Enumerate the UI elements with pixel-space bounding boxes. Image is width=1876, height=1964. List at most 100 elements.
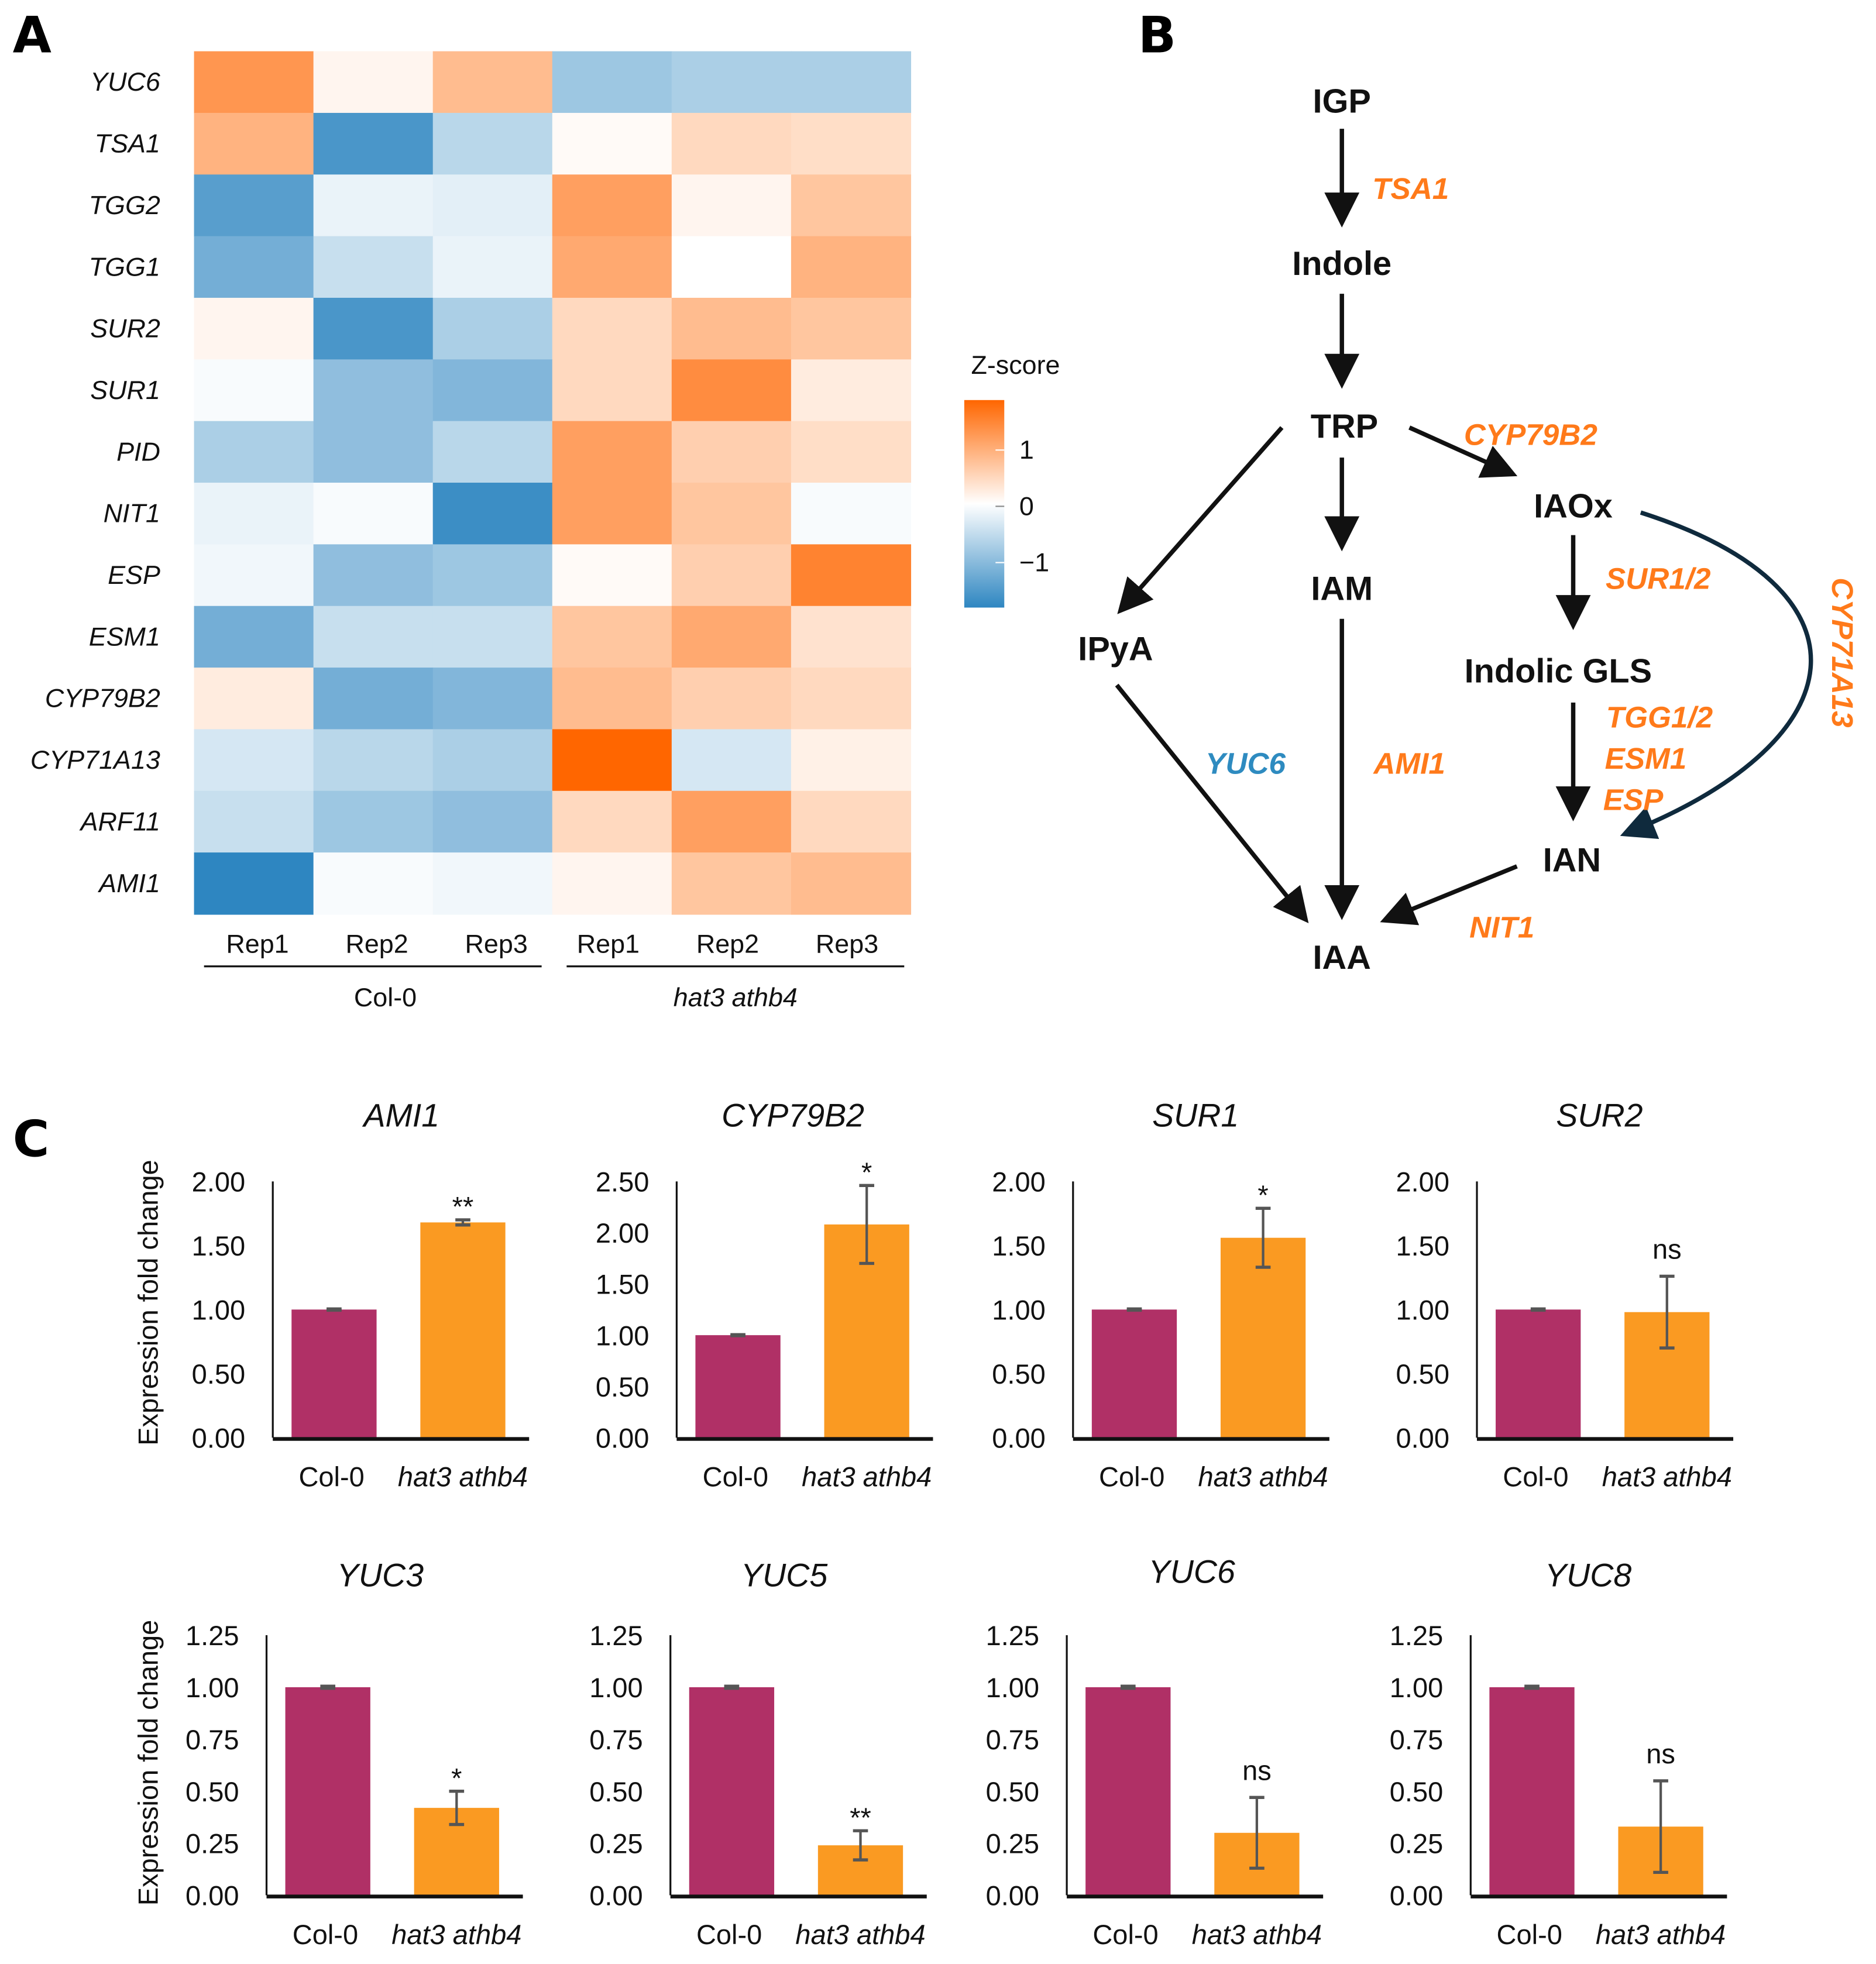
heatmap-cell — [552, 236, 672, 299]
row-label: TGG1 — [89, 252, 160, 281]
x-tick-label: hat3 athb4 — [1198, 1461, 1328, 1492]
chart-title: YUC5 — [741, 1557, 828, 1594]
y-tick-label: 0.00 — [589, 1880, 642, 1911]
row-label: TGG2 — [89, 190, 160, 220]
heatmap-cell — [432, 668, 553, 730]
significance-label: ns — [1242, 1755, 1272, 1786]
chart-title: YUC6 — [1149, 1553, 1235, 1590]
heatmap-cell — [791, 729, 912, 792]
heatmap-cell — [194, 852, 314, 915]
arrow — [1115, 683, 1309, 923]
curved-arrow — [1620, 510, 1813, 840]
y-tick-label: 0.00 — [986, 1880, 1039, 1911]
heatmap-cell — [313, 544, 434, 607]
bar-col0 — [285, 1687, 370, 1896]
y-tick-label: 0.50 — [986, 1776, 1039, 1807]
heatmap-cell — [552, 297, 672, 360]
row-label: ESM1 — [89, 621, 160, 651]
heatmap-cell — [432, 790, 553, 854]
y-tick-label: 1.00 — [589, 1672, 642, 1703]
y-tick-label: 0.00 — [596, 1422, 649, 1453]
y-tick-label: 0.50 — [1396, 1358, 1449, 1389]
y-tick-label: 1.25 — [185, 1620, 239, 1651]
heatmap-cell — [194, 359, 314, 422]
y-tick-label: 1.00 — [986, 1672, 1039, 1703]
heatmap-cell — [194, 51, 314, 114]
y-tick-label: 1.25 — [986, 1620, 1039, 1651]
group-label: hat3 athb4 — [674, 982, 798, 1012]
x-tick-label: hat3 athb4 — [391, 1919, 521, 1950]
y-tick-label: 2.00 — [1396, 1166, 1449, 1197]
heatmap-cell — [432, 421, 553, 484]
y-tick-label: 0.00 — [185, 1880, 239, 1911]
y-tick-label: 0.50 — [589, 1776, 642, 1807]
x-tick-label: hat3 athb4 — [795, 1919, 925, 1950]
node-iaa: IAA — [1313, 939, 1371, 976]
heatmap-cell — [313, 297, 434, 360]
heatmap-cell — [194, 544, 314, 607]
heatmap-cell — [791, 297, 912, 360]
x-tick-label: Col-0 — [696, 1919, 762, 1950]
heatmap-cell — [671, 544, 792, 607]
heatmap: YUC6 TSA1 TGG2 TGG1 SUR2 SUR1 PID NIT1 ESP ESM1 CY… — [30, 51, 912, 1012]
enzyme-ami1: AMI1 — [1372, 747, 1445, 780]
row-label: SUR2 — [90, 314, 160, 343]
y-tick-label: 1.50 — [1396, 1230, 1449, 1261]
heatmap-cell — [194, 297, 314, 360]
pathway-diagram: IGP Indole TRP IAOx IAM IPyA Indolic GLS… — [1078, 82, 1859, 976]
heatmap-cell — [194, 112, 314, 176]
bar-chart-ami1: AMI1 0.00 0.50 1.00 1.50 2.00 Col-0 hat3 athb4 *… — [192, 1097, 530, 1492]
heatmap-cell — [791, 236, 912, 299]
heatmap-cell — [552, 359, 672, 422]
y-tick-label: 0.50 — [992, 1358, 1045, 1389]
y-tick-label: 0.00 — [192, 1422, 245, 1453]
enzyme-cyp71a13: CYP71A13 — [1826, 577, 1859, 727]
heatmap-cell — [671, 51, 792, 114]
heatmap-cell — [791, 483, 912, 545]
y-axis-label: Expression fold change — [133, 1160, 164, 1446]
y-tick-label: 0.25 — [1390, 1828, 1443, 1859]
heatmap-cell — [671, 112, 792, 176]
heatmap-cell — [194, 729, 314, 792]
legend-title: Z-score — [971, 350, 1060, 380]
significance-label: ns — [1652, 1233, 1682, 1264]
y-tick-label: 0.75 — [1390, 1724, 1443, 1755]
y-tick-label: 1.50 — [596, 1269, 649, 1300]
heatmap-cell — [671, 359, 792, 422]
x-tick-label: Col-0 — [1503, 1461, 1568, 1492]
heatmap-cell — [313, 729, 434, 792]
chart-title: SUR2 — [1556, 1097, 1643, 1133]
heatmap-cell — [432, 112, 553, 176]
heatmap-cell — [791, 668, 912, 730]
heatmap-cell — [432, 174, 553, 237]
heatmap-cell — [791, 544, 912, 607]
significance-label: ns — [1646, 1738, 1675, 1769]
heatmap-cell — [671, 174, 792, 237]
significance-label: ** — [452, 1191, 474, 1222]
legend-tick: 0 — [1019, 491, 1034, 521]
bar-col0 — [1091, 1309, 1177, 1438]
chart-title: CYP79B2 — [721, 1097, 864, 1133]
enzyme-esm1: ESM1 — [1605, 742, 1687, 775]
significance-label: ** — [850, 1802, 871, 1833]
heatmap-cell — [432, 297, 553, 360]
bar-charts: AMI1 0.00 0.50 1.00 1.50 2.00 Col-0 hat3 athb4 *… — [185, 1097, 1734, 1950]
heatmap-cell — [671, 421, 792, 484]
y-tick-label: 1.00 — [1396, 1294, 1449, 1325]
significance-label: * — [1257, 1179, 1268, 1210]
group-label: Col-0 — [354, 982, 417, 1012]
chart-title: SUR1 — [1152, 1097, 1239, 1133]
heatmap-cell — [313, 112, 434, 176]
y-tick-label: 1.25 — [589, 1620, 642, 1651]
bar-col0 — [689, 1687, 775, 1896]
bar-mutant — [1220, 1237, 1306, 1438]
chart-title: AMI1 — [362, 1097, 439, 1133]
node-trp: TRP — [1311, 408, 1378, 445]
node-ian: IAN — [1543, 841, 1601, 879]
heatmap-cell — [313, 668, 434, 730]
y-tick-label: 0.50 — [1390, 1776, 1443, 1807]
bar-chart-sur2: SUR2 0.00 0.50 1.00 1.50 2.00 Col-0 hat3 athb4 n… — [1396, 1097, 1734, 1492]
heatmap-cell — [552, 51, 672, 114]
legend-tick: 1 — [1019, 435, 1034, 465]
bar-col0 — [1085, 1687, 1171, 1896]
